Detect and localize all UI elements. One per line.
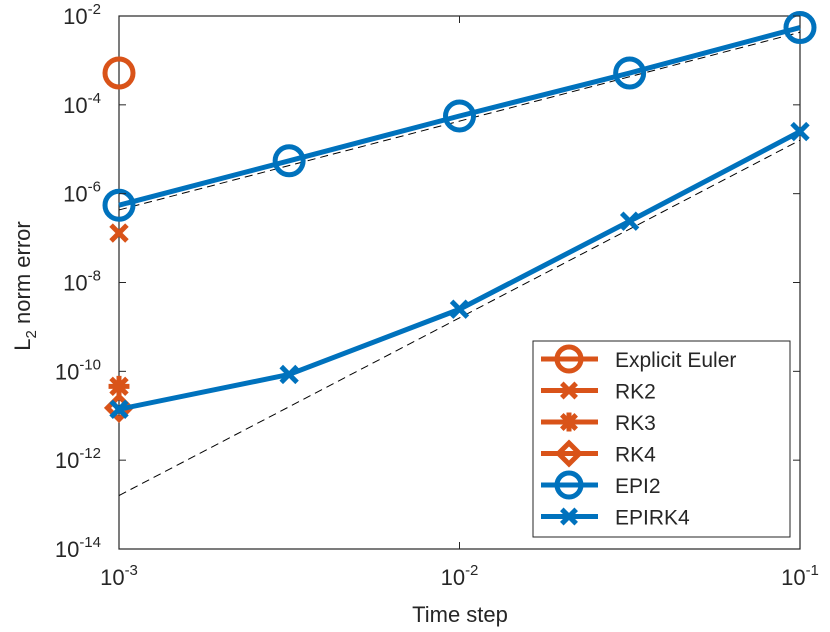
y-tick-label: 10-12 (55, 445, 101, 473)
x-tick-label-base: 10 (441, 565, 465, 590)
marker-circle (102, 56, 136, 90)
y-tick-label-exponent: -14 (79, 534, 101, 551)
series-epirk4 (109, 121, 810, 419)
x-tick-label-exponent: -3 (125, 562, 138, 579)
marker-x (279, 364, 299, 385)
x-tick-label: 10-2 (441, 562, 479, 590)
y-tick-label-base: 10 (55, 359, 79, 384)
marker-diamond (554, 439, 584, 468)
legend-item: Explicit Euler (541, 344, 736, 374)
y-tick-label-exponent: -6 (88, 179, 101, 196)
legend-item: RK3 (541, 412, 656, 435)
marker-x (109, 223, 129, 243)
legend-label: RK4 (615, 444, 656, 467)
y-tick-label-base: 10 (55, 448, 79, 473)
y-tick-label: 10-14 (55, 534, 101, 562)
y-tick-label-exponent: -8 (88, 268, 101, 285)
axis-ticks: 10-3 10-2 10-110-1410-1210-1010-810-610-41… (55, 1, 819, 590)
reference-line (118, 139, 801, 496)
x-tick-label-base: 10 (781, 565, 805, 590)
y-tick-label-base: 10 (63, 93, 87, 118)
legend-label: EPIRK4 (615, 507, 690, 530)
marker-x (619, 211, 640, 231)
marker-x (449, 299, 470, 319)
reference-line (118, 31, 801, 211)
y-tick-label-exponent: -4 (88, 90, 101, 107)
series-line (118, 25, 801, 208)
y-tick-label-base: 10 (63, 271, 87, 296)
marker-circle (272, 144, 306, 178)
marker-circle (554, 344, 584, 374)
y-tick-label: 10-6 (63, 179, 101, 207)
y-tick-label-base: 10 (63, 4, 87, 29)
marker-circle (554, 470, 584, 500)
marker-x (560, 507, 578, 526)
reference-lines (118, 31, 801, 496)
legend-label: RK2 (615, 381, 656, 404)
marker-circle (102, 188, 136, 222)
legend-box (532, 340, 791, 538)
y-tick-label: 10-10 (55, 356, 101, 384)
legend-item: EPI2 (541, 470, 661, 500)
y-tick-label-exponent: -12 (79, 445, 101, 462)
marker-x (560, 381, 578, 400)
marker-circle (443, 99, 476, 133)
y-tick-label: 10-4 (63, 90, 101, 118)
y-tick-label: 10-2 (63, 1, 101, 29)
x-tick-label-base: 10 (100, 565, 124, 590)
y-tick-label-base: 10 (63, 182, 87, 207)
legend-item: EPIRK4 (541, 507, 690, 530)
legend-label: Explicit Euler (615, 349, 736, 372)
series-explicit-euler (102, 56, 136, 90)
legend-label: RK3 (615, 412, 656, 435)
y-tick-label-exponent: -2 (88, 1, 101, 18)
legend-item: RK4 (541, 439, 656, 468)
legend-label: EPI2 (615, 475, 661, 498)
marker-x (790, 121, 810, 142)
y-axis-label-base: L (10, 338, 35, 350)
y-tick-label: 10-8 (63, 268, 101, 296)
y-tick-label-base: 10 (55, 537, 79, 562)
marker-x (109, 399, 129, 419)
axis-titles: Time step L2 norm error (10, 221, 508, 627)
x-tick-label-exponent: -1 (806, 562, 819, 579)
series-rk2 (109, 223, 129, 243)
marker-circle (783, 11, 817, 45)
x-tick-label-exponent: -2 (465, 562, 478, 579)
marker-circle (613, 56, 647, 90)
legend: Explicit Euler RK2 RK3 RK4 EPI2 EPIRK4 (532, 340, 791, 538)
y-tick-label-exponent: -10 (79, 356, 101, 373)
y-axis-label: L2 norm error (10, 221, 40, 350)
y-axis-label-subscript: 2 (23, 330, 40, 338)
x-axis-label: Time step (412, 602, 508, 627)
legend-item: RK2 (541, 381, 656, 404)
y-axis-label-rest: norm error (10, 221, 35, 330)
x-tick-label: 10-3 (100, 562, 138, 590)
series-epi2 (102, 11, 817, 222)
x-tick-label: 10-1 (781, 562, 819, 590)
data-series (102, 11, 817, 424)
marker-asterisk (559, 412, 579, 432)
